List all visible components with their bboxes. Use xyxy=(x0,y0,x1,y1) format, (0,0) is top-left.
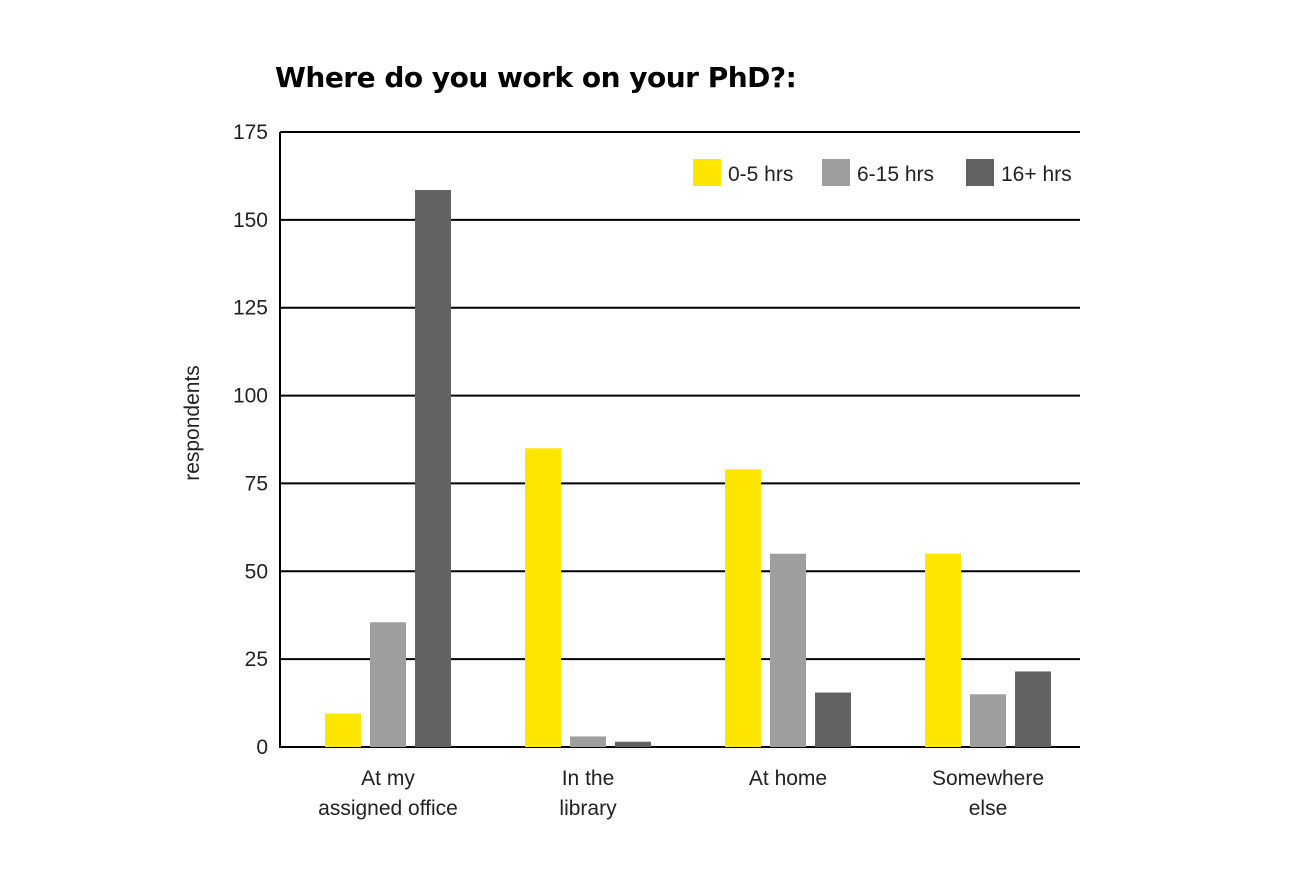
y-tick-label: 150 xyxy=(233,209,268,232)
y-axis-ticks: 0 25 50 75 100 125 150 175 xyxy=(233,121,268,759)
bar-1-0 xyxy=(525,448,561,747)
x-axis-categories: At my assigned office In the library At home… xyxy=(318,767,1044,820)
y-tick-label: 175 xyxy=(233,121,268,144)
bar-0-0 xyxy=(325,713,361,747)
y-tick-label: 50 xyxy=(245,560,268,583)
y-tick-label: 125 xyxy=(233,297,268,320)
legend-label-2: 16+ hrs xyxy=(1001,163,1072,186)
y-tick-label: 100 xyxy=(233,385,268,408)
bar-3-2 xyxy=(1015,671,1051,747)
bar-2-1 xyxy=(770,553,806,747)
x-tick-label: At my assigned office xyxy=(318,767,458,820)
bar-3-1 xyxy=(970,694,1006,747)
gridlines xyxy=(280,131,1080,748)
bar-0-1 xyxy=(370,622,406,747)
bar-0-2 xyxy=(415,189,451,747)
y-tick-label: 75 xyxy=(245,472,268,495)
legend-swatch-0 xyxy=(693,159,721,186)
bar-2-0 xyxy=(725,469,761,747)
legend: 0-5 hrs 6-15 hrs 16+ hrs xyxy=(693,159,1072,186)
x-tick-label: At home xyxy=(749,767,827,790)
chart-title: Where do you work on your PhD?: xyxy=(275,61,796,94)
legend-swatch-1 xyxy=(822,159,850,186)
bar-1-2 xyxy=(615,741,651,747)
legend-label-0: 0-5 hrs xyxy=(728,163,793,186)
y-tick-label: 0 xyxy=(256,736,268,759)
bars xyxy=(325,189,1051,747)
y-axis-label: respondents xyxy=(181,365,204,481)
bar-2-2 xyxy=(815,692,851,747)
bar-3-0 xyxy=(925,553,961,747)
legend-swatch-2 xyxy=(966,159,994,186)
bar-1-1 xyxy=(570,736,606,747)
y-tick-label: 25 xyxy=(245,648,268,671)
x-tick-label: In the library xyxy=(559,767,617,820)
legend-label-1: 6-15 hrs xyxy=(857,163,934,186)
x-tick-label: Somewhere else xyxy=(932,767,1044,820)
